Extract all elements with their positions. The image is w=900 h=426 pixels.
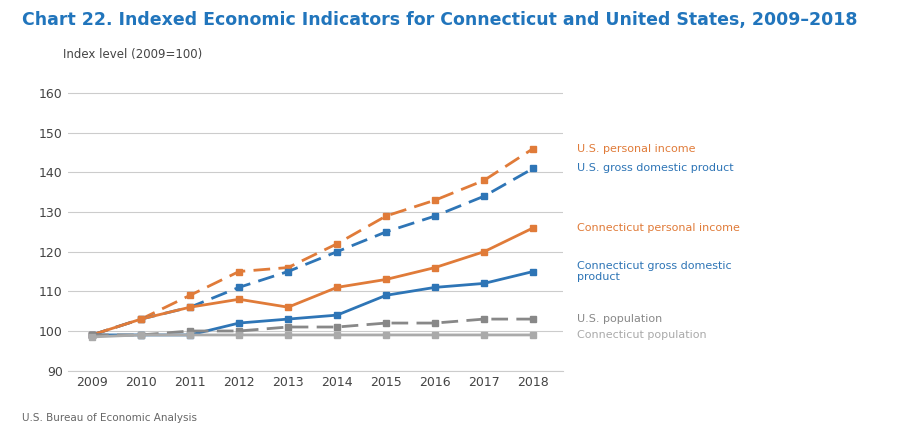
Text: Chart 22. Indexed Economic Indicators for Connecticut and United States, 2009–20: Chart 22. Indexed Economic Indicators fo…	[22, 11, 858, 29]
Text: Connecticut population: Connecticut population	[577, 330, 706, 340]
Text: U.S. Bureau of Economic Analysis: U.S. Bureau of Economic Analysis	[22, 413, 197, 423]
Text: Connecticut gross domestic
product: Connecticut gross domestic product	[577, 261, 732, 282]
Text: U.S. personal income: U.S. personal income	[577, 144, 696, 154]
Text: U.S. population: U.S. population	[577, 314, 662, 324]
Text: Index level (2009=100): Index level (2009=100)	[62, 48, 202, 61]
Text: Connecticut personal income: Connecticut personal income	[577, 223, 740, 233]
Text: U.S. gross domestic product: U.S. gross domestic product	[577, 164, 733, 173]
